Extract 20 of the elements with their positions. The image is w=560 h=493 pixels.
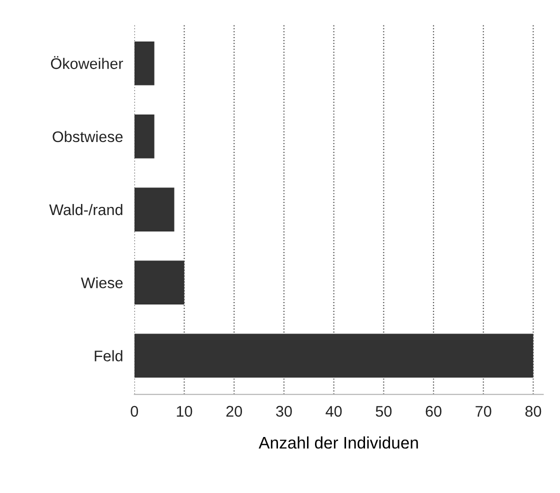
y-tick-label: Feld (94, 350, 122, 362)
x-tick-label: 30 (276, 406, 292, 417)
x-tick-label: 0 (130, 406, 138, 417)
x-tick-label: 50 (376, 406, 392, 417)
bar (134, 260, 184, 305)
y-tick-label: Ökoweiher (50, 56, 124, 70)
x-axis-title: Anzahl der Individuen (258, 436, 418, 449)
x-tick-label: 40 (326, 406, 342, 417)
bar (134, 334, 534, 378)
bar (134, 41, 154, 86)
bar (134, 188, 174, 232)
y-tick-label: Wiese (80, 277, 123, 288)
y-tick-label: Wald-/rand (49, 204, 122, 216)
x-tick-label: 70 (476, 406, 492, 417)
y-tick-label: Obstwiese (52, 130, 123, 142)
bar (134, 114, 154, 158)
x-tick-label: 80 (525, 406, 542, 417)
x-tick-label: 60 (426, 406, 442, 417)
x-tick-label: 10 (176, 406, 192, 417)
x-tick-label: 20 (226, 406, 242, 417)
